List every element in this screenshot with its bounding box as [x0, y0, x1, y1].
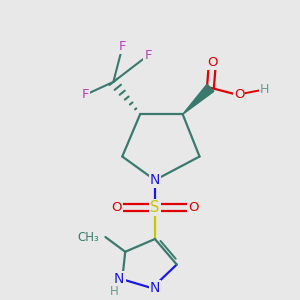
Text: F: F	[118, 40, 126, 53]
Text: O: O	[111, 201, 122, 214]
Text: CH₃: CH₃	[78, 230, 100, 244]
Text: N: N	[114, 272, 124, 286]
Text: O: O	[234, 88, 244, 101]
Text: N: N	[150, 281, 160, 295]
Text: N: N	[150, 173, 160, 187]
Text: F: F	[144, 49, 152, 62]
Text: H: H	[110, 285, 119, 298]
Text: O: O	[188, 201, 199, 214]
Text: F: F	[82, 88, 89, 101]
Text: H: H	[260, 83, 270, 96]
Text: O: O	[207, 56, 218, 69]
Polygon shape	[183, 84, 214, 114]
Text: S: S	[150, 200, 160, 215]
